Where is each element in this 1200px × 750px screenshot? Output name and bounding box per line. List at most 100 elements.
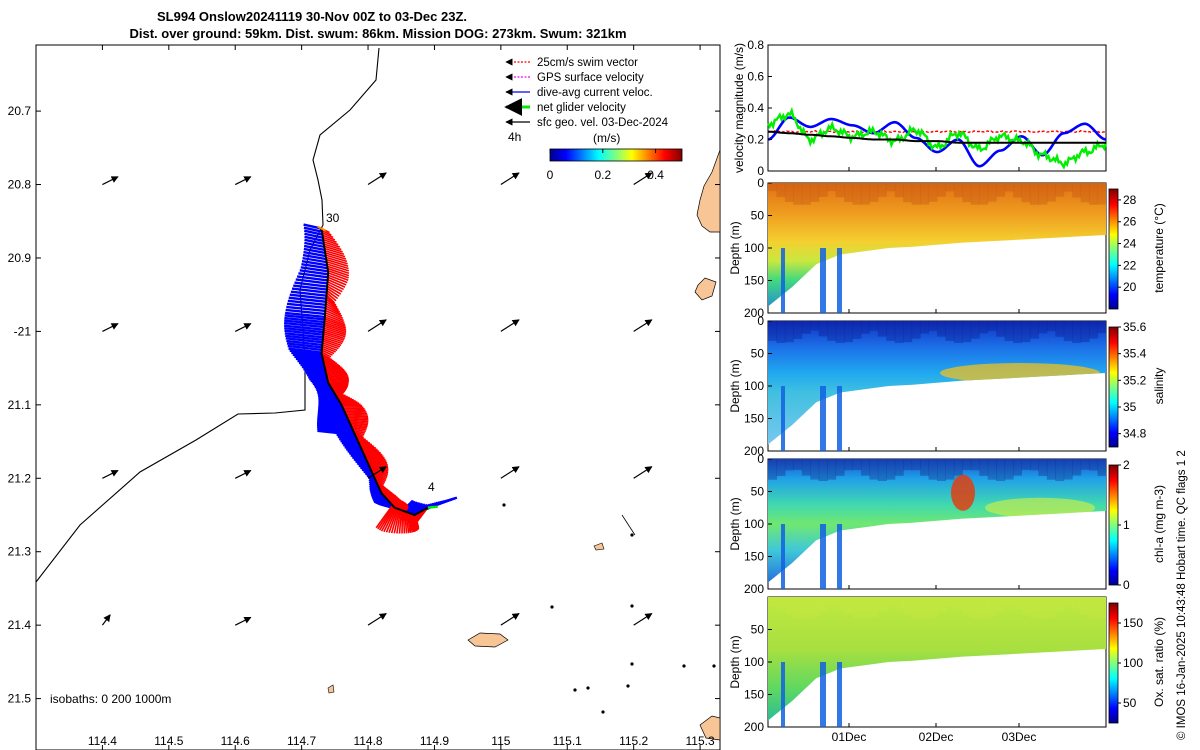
section-surface-band	[768, 597, 777, 607]
swim-vector	[325, 305, 342, 315]
section-surface-band	[979, 459, 989, 476]
section-surface-band	[920, 597, 930, 619]
section-ylabel: Depth (m)	[728, 359, 742, 412]
current-vector	[298, 361, 325, 369]
section-colorbar	[1108, 188, 1119, 310]
section-surface-band	[996, 321, 1006, 337]
map-xtick-label: 114.4	[88, 734, 117, 748]
section-surface-band	[979, 321, 989, 334]
geostrophic-vectors	[101, 172, 653, 626]
swim-vector	[326, 287, 340, 297]
reef-dot	[630, 533, 634, 537]
section-surface-band	[962, 183, 972, 203]
geostrophic-vector	[367, 612, 387, 626]
current-vector	[296, 275, 328, 282]
swim-vector	[327, 272, 349, 281]
swim-vector	[355, 435, 367, 441]
geostrophic-vector	[500, 466, 520, 479]
section-surface-band	[818, 183, 828, 197]
map-ytick-label: 21.5	[8, 692, 32, 706]
chl-subsurface-layer	[985, 497, 1095, 518]
swim-vector	[407, 512, 415, 533]
section-deep-dive	[820, 248, 826, 313]
section-surface-band	[877, 183, 887, 197]
section-surface-band	[776, 321, 786, 343]
swim-vector	[408, 512, 417, 532]
map-xtick-label: 114.8	[353, 734, 382, 748]
map-xtick-label: 115.1	[553, 734, 582, 748]
legend-label: GPS surface velocity	[537, 72, 644, 84]
current-vector	[317, 411, 347, 418]
section-colorbar-tick-label: 50	[1123, 696, 1137, 710]
section-surface-band	[1089, 597, 1099, 619]
section-surface-band	[784, 183, 794, 202]
swim-vector	[358, 443, 376, 449]
section-surface-band	[776, 597, 786, 610]
swim-vector	[325, 370, 348, 375]
section-surface-band	[1013, 459, 1022, 476]
speed-colorbar-tick-label: 0.4	[647, 168, 664, 182]
section-surface-band	[852, 597, 862, 619]
swim-vector	[354, 432, 364, 438]
geostrophic-vector	[633, 612, 653, 626]
figure-title-line1: SL994 Onslow20241119 30-Nov 00Z to 03-De…	[157, 9, 467, 24]
swim-vector	[323, 243, 342, 251]
geostrophic-vector	[633, 466, 653, 479]
current-vector	[286, 305, 326, 313]
section-surface-band	[1046, 597, 1056, 617]
section-surface-band	[1072, 597, 1082, 610]
current-vector	[318, 397, 341, 405]
scale-time-label: 4h	[508, 130, 521, 144]
section-colorbar-tick-label: 24	[1123, 237, 1137, 251]
section-surface-band	[768, 183, 777, 191]
current-vector	[345, 447, 365, 457]
swim-vector	[323, 360, 339, 366]
swim-vector	[398, 510, 403, 534]
map-xtick-label: 115.2	[619, 734, 648, 748]
swim-vector	[327, 274, 348, 284]
section-surface-band	[903, 597, 913, 615]
legend-label: dive-avg current veloc.	[537, 87, 653, 99]
swim-vector	[362, 451, 385, 459]
current-vector	[314, 385, 334, 392]
section-surface-band	[1055, 459, 1065, 481]
swim-vector	[324, 249, 346, 258]
section-surface-band	[844, 459, 853, 471]
swim-vector	[380, 490, 400, 500]
swim-vector	[354, 434, 364, 439]
section-ytick-label: 200	[744, 444, 764, 458]
section-ytick-label: 0	[757, 452, 764, 466]
swim-vector	[371, 471, 387, 480]
section-surface-band	[860, 321, 870, 334]
section-colorbar-tick-label: 2	[1123, 458, 1130, 472]
swim-vector	[325, 298, 338, 309]
section-ytick-label: 50	[751, 209, 765, 223]
map-ytick-label: 21.3	[8, 545, 32, 559]
current-vector	[317, 417, 350, 424]
section-surface-band	[970, 183, 980, 205]
swim-vector	[322, 236, 337, 243]
velocity-series	[766, 106, 1108, 170]
section-surface-band	[784, 597, 794, 615]
section-deep-dive	[781, 386, 785, 451]
section-panel-0: 0 50 100 150 200 Depth (m) 20 22 24 26 28 temperatu…	[728, 176, 1166, 320]
geostrophic-vector	[367, 466, 387, 479]
swim-vector	[321, 349, 333, 356]
map-ytick-label: 20.7	[8, 104, 32, 118]
geostrophic-vector	[234, 176, 252, 186]
swim-vector	[326, 265, 350, 274]
swim-vector	[402, 510, 406, 534]
current-vector	[351, 456, 369, 465]
swim-vector	[322, 336, 343, 345]
map-ytick-label: -21	[14, 324, 32, 338]
land-island-south	[467, 632, 509, 648]
section-surface-band	[945, 459, 955, 480]
section-ylabel: Depth (m)	[728, 497, 742, 550]
current-vector	[350, 454, 368, 463]
section-ytick-label: 150	[744, 274, 764, 288]
section-surface-band	[979, 183, 989, 205]
section-surface-band	[877, 321, 887, 337]
section-surface-band	[810, 321, 820, 331]
current-vector	[286, 339, 323, 347]
